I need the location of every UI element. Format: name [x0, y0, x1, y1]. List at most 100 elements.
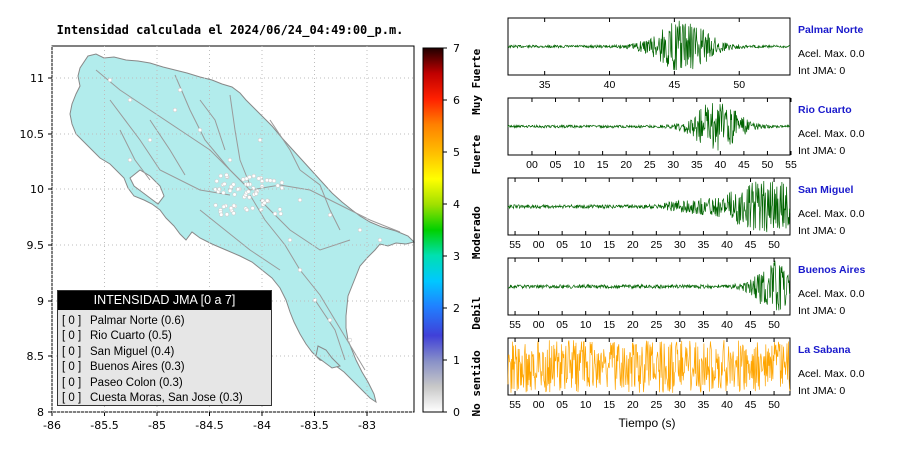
colorbar-categories: No sentido Debil Moderado Fuerte Muy Fuerte: [470, 48, 483, 416]
x-tick-label: -85.5: [90, 419, 118, 432]
city-dot: [327, 212, 333, 218]
legend-bracket: [ 0 ]: [62, 345, 82, 358]
city-dot: [224, 172, 229, 178]
waveform-tick-label: 35: [698, 319, 710, 331]
station-jma: Int JMA: 0: [798, 305, 845, 317]
waveform-tick-label: 45: [745, 239, 757, 251]
waveform-tick-label: 20: [627, 319, 639, 331]
station-name: Palmar Norte: [798, 24, 864, 36]
city-dot: [247, 174, 252, 180]
waveform-tick-label: 10: [580, 239, 592, 251]
colorbar-tick-label: 6: [453, 94, 460, 107]
city-dot: [224, 212, 230, 217]
city-dot: [272, 211, 278, 216]
city-dot: [213, 203, 218, 208]
waveform-panel: 55 00 05 10 15 20 25 30 35 40 45 50 San Miguel Acel. …: [507, 177, 865, 251]
city-dot: [107, 77, 113, 83]
legend-label: Paseo Colon (0.3): [90, 376, 183, 389]
city-dot: [241, 177, 246, 182]
station-jma: Int JMA: 0: [798, 145, 845, 157]
station-jma: Int JMA: 0: [798, 225, 845, 237]
waveform-tick-label: 20: [627, 239, 639, 251]
waveform-tick-label: 30: [674, 399, 686, 411]
waveform-tick-label: 50: [768, 319, 780, 331]
colorbar-ticks: 0 1 2 3 4 5 6 7: [443, 42, 460, 419]
station-name: Buenos Aires: [798, 264, 865, 276]
legend-bracket: [ 0 ]: [62, 376, 82, 389]
legend-item: [ 0 ] Rio Cuarto (0.5): [58, 329, 271, 344]
city-dot: [347, 337, 353, 343]
waveform-tick-label: 45: [745, 399, 757, 411]
colorbar-tick-label: 1: [453, 354, 460, 367]
waveform-tick-label: 35: [698, 239, 710, 251]
legend-bracket: [ 0 ]: [62, 330, 82, 343]
city-dot: [228, 206, 234, 211]
x-tick-label: -83: [358, 419, 376, 432]
waveform-tick-label: 30: [667, 159, 679, 171]
city-dot: [221, 204, 226, 209]
waveform-tick-label: 30: [674, 319, 686, 331]
station-accel: Acel. Max. 0.0: [798, 48, 865, 60]
city-dot: [177, 87, 183, 93]
waveform-tick-label: 50: [762, 159, 774, 171]
city-dot: [297, 197, 303, 203]
city-dot: [246, 189, 251, 194]
legend-bracket: [ 0 ]: [62, 315, 82, 327]
legend-title: INTENSIDAD JMA [0 a 7]: [58, 291, 271, 310]
city-dot: [245, 182, 251, 187]
city-dot: [256, 176, 261, 181]
legend-bracket: [ 0 ]: [62, 391, 82, 404]
city-dot: [265, 198, 270, 203]
city-dot: [197, 127, 203, 133]
waveform-tick-label: 25: [650, 239, 662, 251]
waveform-tick-label: 20: [620, 159, 632, 171]
x-tick-label: -86: [43, 419, 61, 432]
colorbar-category-label: Moderado: [470, 206, 483, 259]
y-tick-label: 9: [37, 295, 44, 308]
city-dot: [227, 188, 233, 193]
colorbar-tick-label: 0: [453, 406, 460, 419]
x-tick-label: -85: [148, 419, 166, 432]
station-name: La Sabana: [798, 344, 851, 356]
waveform-xlabel: Tiempo (s): [619, 416, 676, 430]
map-title: Intensidad calculada el 2024/06/24_04:49…: [57, 23, 404, 38]
legend-label: Buenos Aires (0.3): [90, 361, 185, 374]
waveform-tick-label: 00: [533, 239, 545, 251]
waveform-tick-label: 15: [603, 399, 615, 411]
waveform-tick-label: 05: [556, 399, 568, 411]
city-dot: [377, 237, 383, 243]
waveform-tick-label: 35: [698, 399, 710, 411]
city-dot: [147, 137, 153, 143]
colorbar-category-label: Muy Fuerte: [470, 48, 483, 115]
city-dot: [357, 227, 363, 233]
station-accel: Acel. Max. 0.0: [798, 288, 865, 300]
land-shape: [69, 53, 415, 404]
city-dot: [271, 178, 277, 183]
waveform-tick-label: 40: [604, 79, 616, 91]
city-dot: [232, 192, 237, 197]
city-dot: [235, 187, 240, 192]
colorbar-tick-label: 4: [453, 198, 460, 211]
waveform-tick-label: 20: [627, 399, 639, 411]
city-dot: [231, 211, 236, 216]
city-dot: [250, 206, 255, 211]
city-dot: [277, 207, 282, 212]
waveform-trace: [507, 340, 791, 393]
waveform-tick-label: 05: [550, 159, 562, 171]
waveform-trace: [507, 103, 791, 151]
city-dot: [231, 203, 237, 208]
colorbar-category-label: Fuerte: [470, 134, 483, 174]
y-tick-label: 9.5: [27, 239, 45, 252]
waveform-tick-label: 45: [669, 79, 681, 91]
waveform-panel: 00 05 10 15 20 25 30 35 40 45 50 55 Rio Cuarto Acel. …: [507, 97, 865, 171]
jma-legend: INTENSIDAD JMA [0 a 7] [ 0 ] Palmar Norte…: [57, 290, 272, 406]
city-dot: [327, 317, 333, 323]
city-dot: [262, 200, 267, 206]
waveform-tick-label: 00: [533, 399, 545, 411]
waveform-tick-label: 45: [745, 319, 757, 331]
waveform-tick-label: 30: [674, 239, 686, 251]
colorbar-category-label: No sentido: [470, 350, 483, 417]
legend-bracket: [ 0 ]: [62, 361, 82, 374]
city-dot: [219, 212, 224, 217]
